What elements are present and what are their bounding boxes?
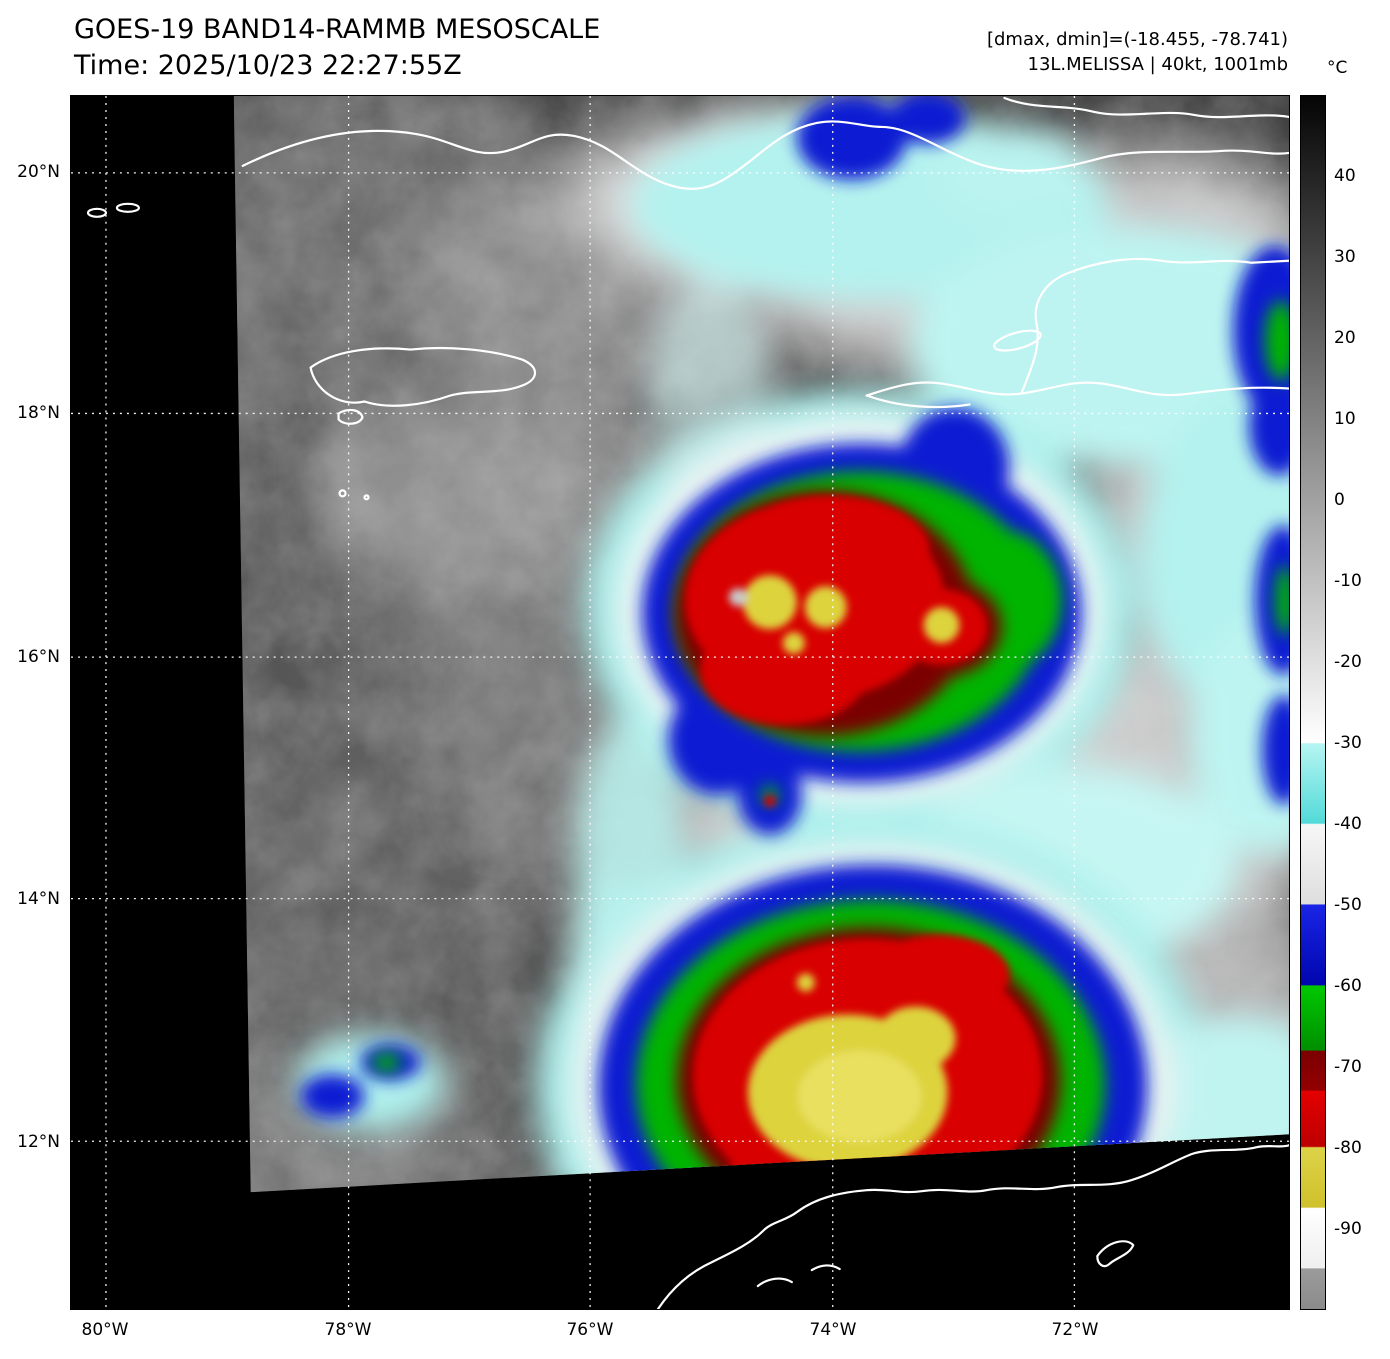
ir-cloud-field xyxy=(233,96,1289,1193)
timestamp-label: Time: 2025/10/23 22:27:55Z xyxy=(74,50,462,81)
storm-info-label: 13L.MELISSA | 40kt, 1001mb xyxy=(1027,54,1289,75)
colorbar-tick: 30 xyxy=(1334,247,1356,267)
colorbar-tick: -50 xyxy=(1334,895,1362,915)
lat-tick-label: 12°N xyxy=(17,1131,60,1152)
lat-tick-label: 16°N xyxy=(17,647,60,668)
colorbar-tick: -10 xyxy=(1334,571,1362,591)
coastline-overlay xyxy=(86,96,1289,1309)
colorbar-tick: 0 xyxy=(1334,490,1345,510)
lon-tick-label: 76°W xyxy=(566,1320,614,1340)
colorbar-tick: 20 xyxy=(1334,328,1356,348)
header-info: [dmax, dmin]=(-18.455, -78.741) 13L.MELI… xyxy=(987,27,1288,77)
dmax-dmin-label: [dmax, dmin]=(-18.455, -78.741) xyxy=(986,29,1288,50)
lat-tick-label: 20°N xyxy=(17,162,60,183)
colorbar-tick: -30 xyxy=(1334,733,1362,753)
lon-tick-label: 80°W xyxy=(81,1320,129,1340)
colorbar-tick: -60 xyxy=(1334,976,1362,996)
lon-axis: 80°W 78°W 76°W 74°W 72°W xyxy=(70,1314,1290,1346)
satellite-imagery xyxy=(71,96,1289,1309)
colorbar-tick: -20 xyxy=(1334,652,1362,672)
lat-tick-label: 18°N xyxy=(17,402,60,423)
lat-tick-label: 14°N xyxy=(17,888,60,909)
colorbar-tick: 10 xyxy=(1334,409,1356,429)
colorbar-tick: 40 xyxy=(1334,166,1356,186)
page-title: GOES-19 BAND14-RAMMB MESOSCALE xyxy=(74,14,601,45)
colorbar-tick: -70 xyxy=(1334,1057,1362,1077)
colorbar-tick: -90 xyxy=(1334,1219,1362,1239)
colorbar-unit-label: °C xyxy=(1327,58,1348,78)
colorbar-tick: -40 xyxy=(1334,814,1362,834)
colorbar xyxy=(1300,95,1326,1310)
satellite-map: Copyright © 2020-2025 Dapiya xyxy=(70,95,1290,1310)
lon-tick-label: 74°W xyxy=(809,1320,857,1340)
colorbar-tick: -80 xyxy=(1334,1138,1362,1158)
latlon-grid xyxy=(71,96,1289,1309)
colorbar-tick-labels: 40 30 20 10 0 -10 -20 -30 -40 -50 -60 -70 -80 -90 xyxy=(1334,95,1390,1310)
lat-axis: 20°N 18°N 16°N 14°N 12°N xyxy=(0,95,64,1310)
lon-tick-label: 72°W xyxy=(1051,1320,1099,1340)
lon-tick-label: 78°W xyxy=(324,1320,372,1340)
